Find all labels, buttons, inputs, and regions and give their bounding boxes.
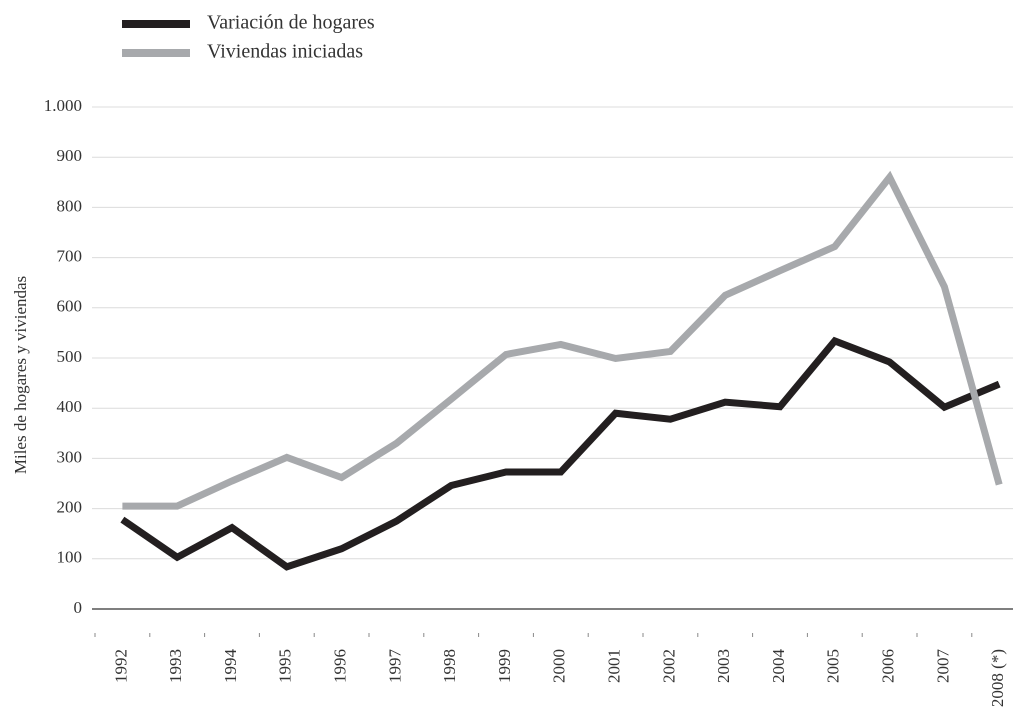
y-tick-label: 200 bbox=[57, 498, 83, 517]
y-tick-label: 500 bbox=[57, 347, 83, 366]
y-axis-label: Miles de hogares y viviendas bbox=[11, 276, 30, 474]
x-tick-label: 2004 bbox=[769, 649, 788, 684]
x-tick-label: 2003 bbox=[714, 649, 733, 683]
x-tick-label: 2001 bbox=[605, 649, 624, 683]
x-tick-label: 1998 bbox=[440, 649, 459, 683]
x-tick-label: 1995 bbox=[276, 649, 295, 683]
y-tick-label: 400 bbox=[57, 397, 83, 416]
series-line bbox=[120, 336, 1001, 571]
x-tick-label: 2007 bbox=[933, 649, 952, 684]
x-tick-label: 2000 bbox=[550, 649, 569, 683]
y-tick-label: 1.000 bbox=[44, 96, 82, 115]
x-tick-label: 1992 bbox=[111, 649, 130, 683]
y-tick-label: 100 bbox=[57, 548, 83, 567]
y-tick-label: 600 bbox=[57, 297, 83, 316]
y-tick-label: 300 bbox=[57, 447, 83, 466]
y-tick-label: 700 bbox=[57, 247, 83, 266]
x-tick-label: 2008 (*) bbox=[988, 649, 1007, 707]
x-tick-label: 2002 bbox=[659, 649, 678, 683]
x-tick-label: 1997 bbox=[385, 649, 404, 684]
y-tick-label: 0 bbox=[74, 598, 83, 617]
series-line bbox=[122, 170, 1003, 510]
x-tick-label: 1996 bbox=[331, 649, 350, 683]
legend-label: Variación de hogares bbox=[207, 12, 375, 34]
y-tick-label: 900 bbox=[57, 146, 83, 165]
x-tick-label: 1999 bbox=[495, 649, 514, 683]
x-tick-label: 2005 bbox=[824, 649, 843, 683]
x-tick-label: 2006 bbox=[879, 649, 898, 683]
x-tick-label: 1993 bbox=[166, 649, 185, 683]
legend-label: Viviendas iniciadas bbox=[207, 41, 363, 63]
x-tick-label: 1994 bbox=[221, 649, 240, 684]
y-tick-label: 800 bbox=[57, 196, 83, 215]
